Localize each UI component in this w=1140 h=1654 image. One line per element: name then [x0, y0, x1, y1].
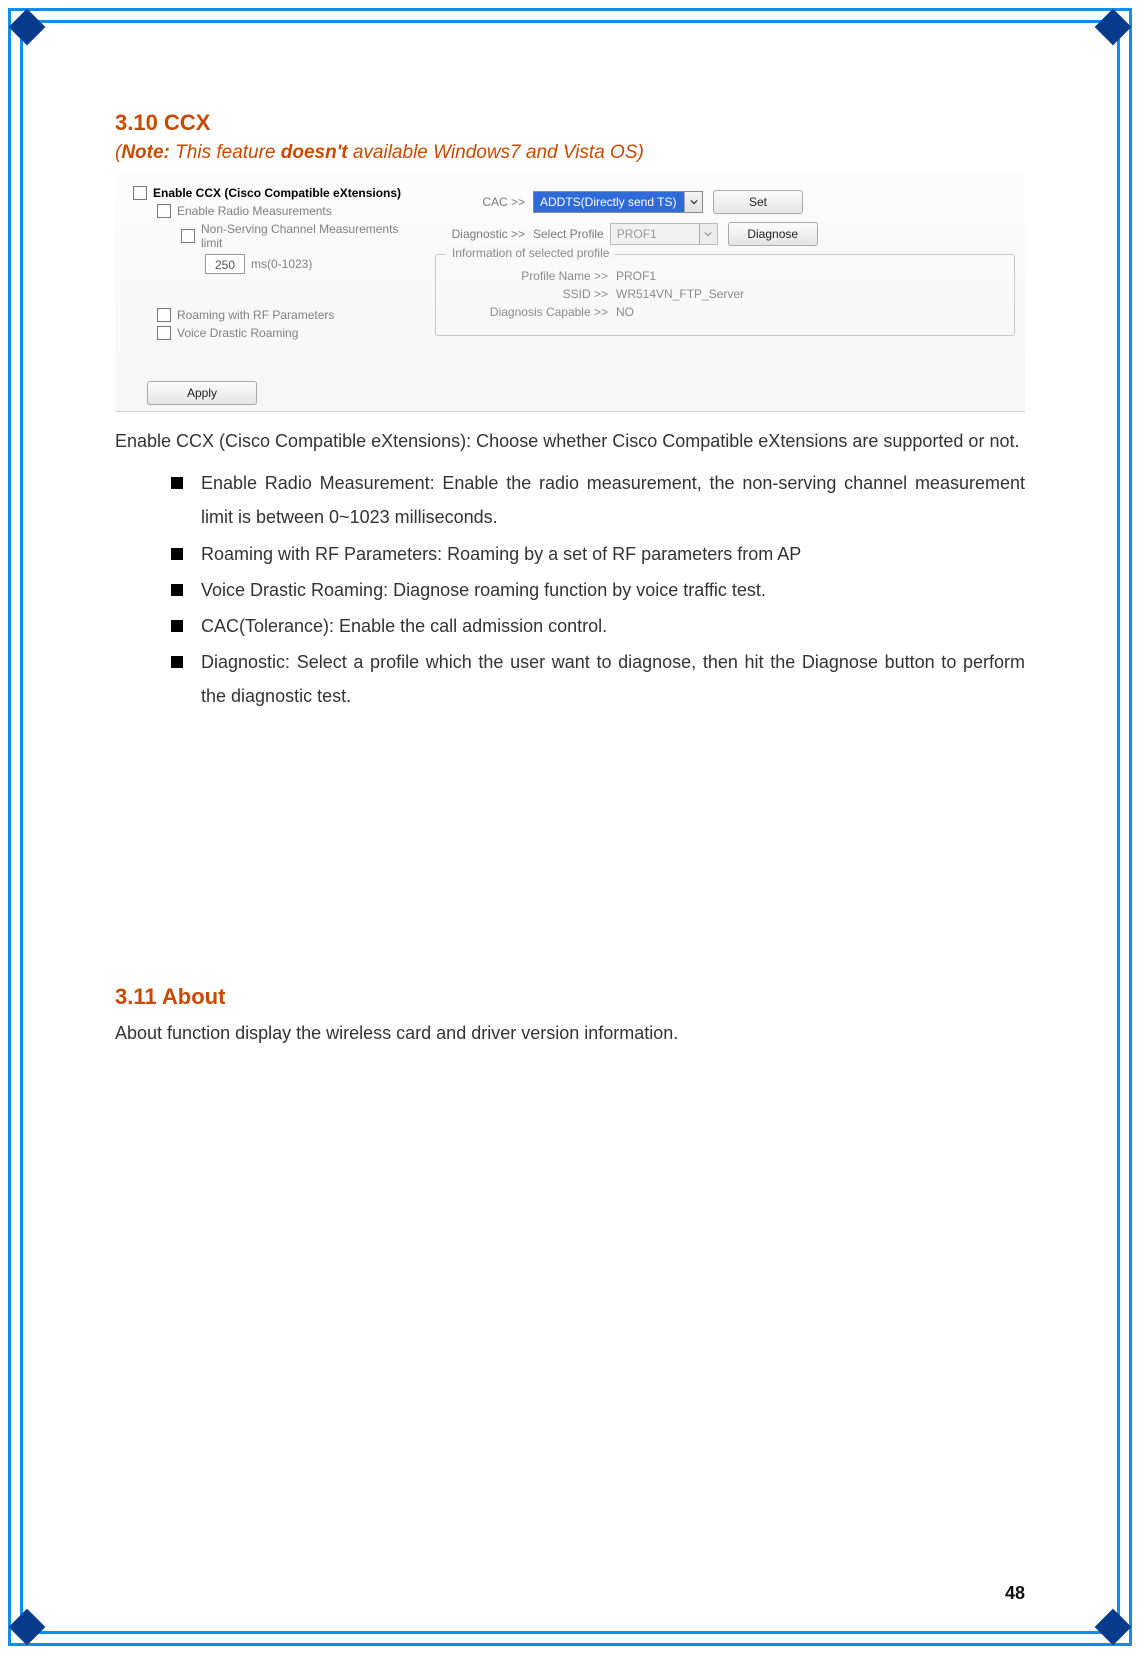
checkbox-label: Voice Drastic Roaming: [177, 326, 298, 340]
checkbox-enable-ccx[interactable]: Enable CCX (Cisco Compatible eXtensions): [133, 186, 423, 200]
checkbox-label: Enable CCX (Cisco Compatible eXtensions): [153, 186, 401, 200]
screenshot-right-column: CAC >> ADDTS(Directly send TS) Set Diagn…: [435, 190, 1015, 336]
diag-capable-key: Diagnosis Capable >>: [448, 305, 608, 319]
ms-limit-unit: ms(0-1023): [251, 257, 312, 271]
checkbox-icon: [157, 326, 171, 340]
profile-dropdown[interactable]: PROF1: [610, 223, 718, 245]
checkbox-label: Enable Radio Measurements: [177, 204, 332, 218]
diagnostic-row: Diagnostic >> Select Profile PROF1 Diagn…: [435, 222, 1015, 246]
diagnostic-label: Diagnostic >>: [435, 227, 525, 241]
checkbox-label: Roaming with RF Parameters: [177, 308, 334, 322]
checkbox-enable-radio[interactable]: Enable Radio Measurements: [157, 204, 423, 218]
note-bold-2: doesn't: [281, 142, 348, 163]
ssid-row: SSID >> WR514VN_FTP_Server: [448, 287, 1002, 301]
cac-dropdown-value: ADDTS(Directly send TS): [540, 195, 676, 209]
bullet-enable-radio: Enable Radio Measurement: Enable the rad…: [171, 466, 1025, 534]
diag-capable-value: NO: [616, 305, 634, 319]
about-paragraph: About function display the wireless card…: [115, 1016, 1025, 1050]
apply-button[interactable]: Apply: [147, 381, 257, 405]
profile-name-key: Profile Name >>: [448, 269, 608, 283]
bullet-cac: CAC(Tolerance): Enable the call admissio…: [171, 609, 1025, 643]
section-about: 3.11 About About function display the wi…: [115, 984, 1025, 1050]
note-line: (Note: This feature doesn't available Wi…: [115, 142, 1025, 164]
checkbox-non-serving[interactable]: Non-Serving Channel Measurements limit: [181, 222, 423, 250]
section-title-about: 3.11 About: [115, 984, 1025, 1010]
chevron-down-icon: [684, 192, 702, 212]
section-title-ccx: 3.10 CCX: [115, 110, 1025, 136]
page-number: 48: [1005, 1583, 1025, 1604]
cac-dropdown[interactable]: ADDTS(Directly send TS): [533, 191, 703, 213]
checkbox-roaming-rf[interactable]: Roaming with RF Parameters: [157, 308, 423, 322]
diagnose-button[interactable]: Diagnose: [728, 222, 818, 246]
bullet-roaming-rf: Roaming with RF Parameters: Roaming by a…: [171, 537, 1025, 571]
ccx-screenshot-panel: Enable CCX (Cisco Compatible eXtensions)…: [115, 172, 1025, 412]
checkbox-icon: [157, 308, 171, 322]
screenshot-left-column: Enable CCX (Cisco Compatible eXtensions)…: [133, 182, 423, 344]
ssid-value: WR514VN_FTP_Server: [616, 287, 744, 301]
profile-dropdown-value: PROF1: [617, 227, 657, 241]
checkbox-label: Non-Serving Channel Measurements limit: [201, 222, 423, 250]
note-mid: This feature: [170, 142, 281, 163]
profile-name-value: PROF1: [616, 269, 656, 283]
note-rest: available Windows7 and Vista OS): [348, 142, 644, 163]
checkbox-voice-drastic[interactable]: Voice Drastic Roaming: [157, 326, 423, 340]
note-bold-1: Note:: [121, 142, 170, 163]
select-profile-label: Select Profile: [533, 227, 604, 241]
checkbox-icon: [157, 204, 171, 218]
cac-label: CAC >>: [435, 195, 525, 209]
feature-bullet-list: Enable Radio Measurement: Enable the rad…: [171, 466, 1025, 713]
bullet-voice-drastic: Voice Drastic Roaming: Diagnose roaming …: [171, 573, 1025, 607]
diag-capable-row: Diagnosis Capable >> NO: [448, 305, 1002, 319]
cac-row: CAC >> ADDTS(Directly send TS) Set: [435, 190, 1015, 214]
checkbox-icon: [181, 229, 195, 243]
bullet-diagnostic: Diagnostic: Select a profile which the u…: [171, 645, 1025, 713]
fieldset-legend: Information of selected profile: [446, 246, 615, 260]
selected-profile-fieldset: Information of selected profile Profile …: [435, 254, 1015, 336]
chevron-down-icon: [699, 224, 717, 244]
page-content: 3.10 CCX (Note: This feature doesn't ava…: [115, 110, 1025, 1564]
ssid-key: SSID >>: [448, 287, 608, 301]
checkbox-icon: [133, 186, 147, 200]
ms-limit-row: 250 ms(0-1023): [205, 254, 423, 274]
profile-name-row: Profile Name >> PROF1: [448, 269, 1002, 283]
ms-limit-input[interactable]: 250: [205, 254, 245, 274]
set-button[interactable]: Set: [713, 190, 803, 214]
enable-ccx-paragraph: Enable CCX (Cisco Compatible eXtensions)…: [115, 424, 1025, 458]
